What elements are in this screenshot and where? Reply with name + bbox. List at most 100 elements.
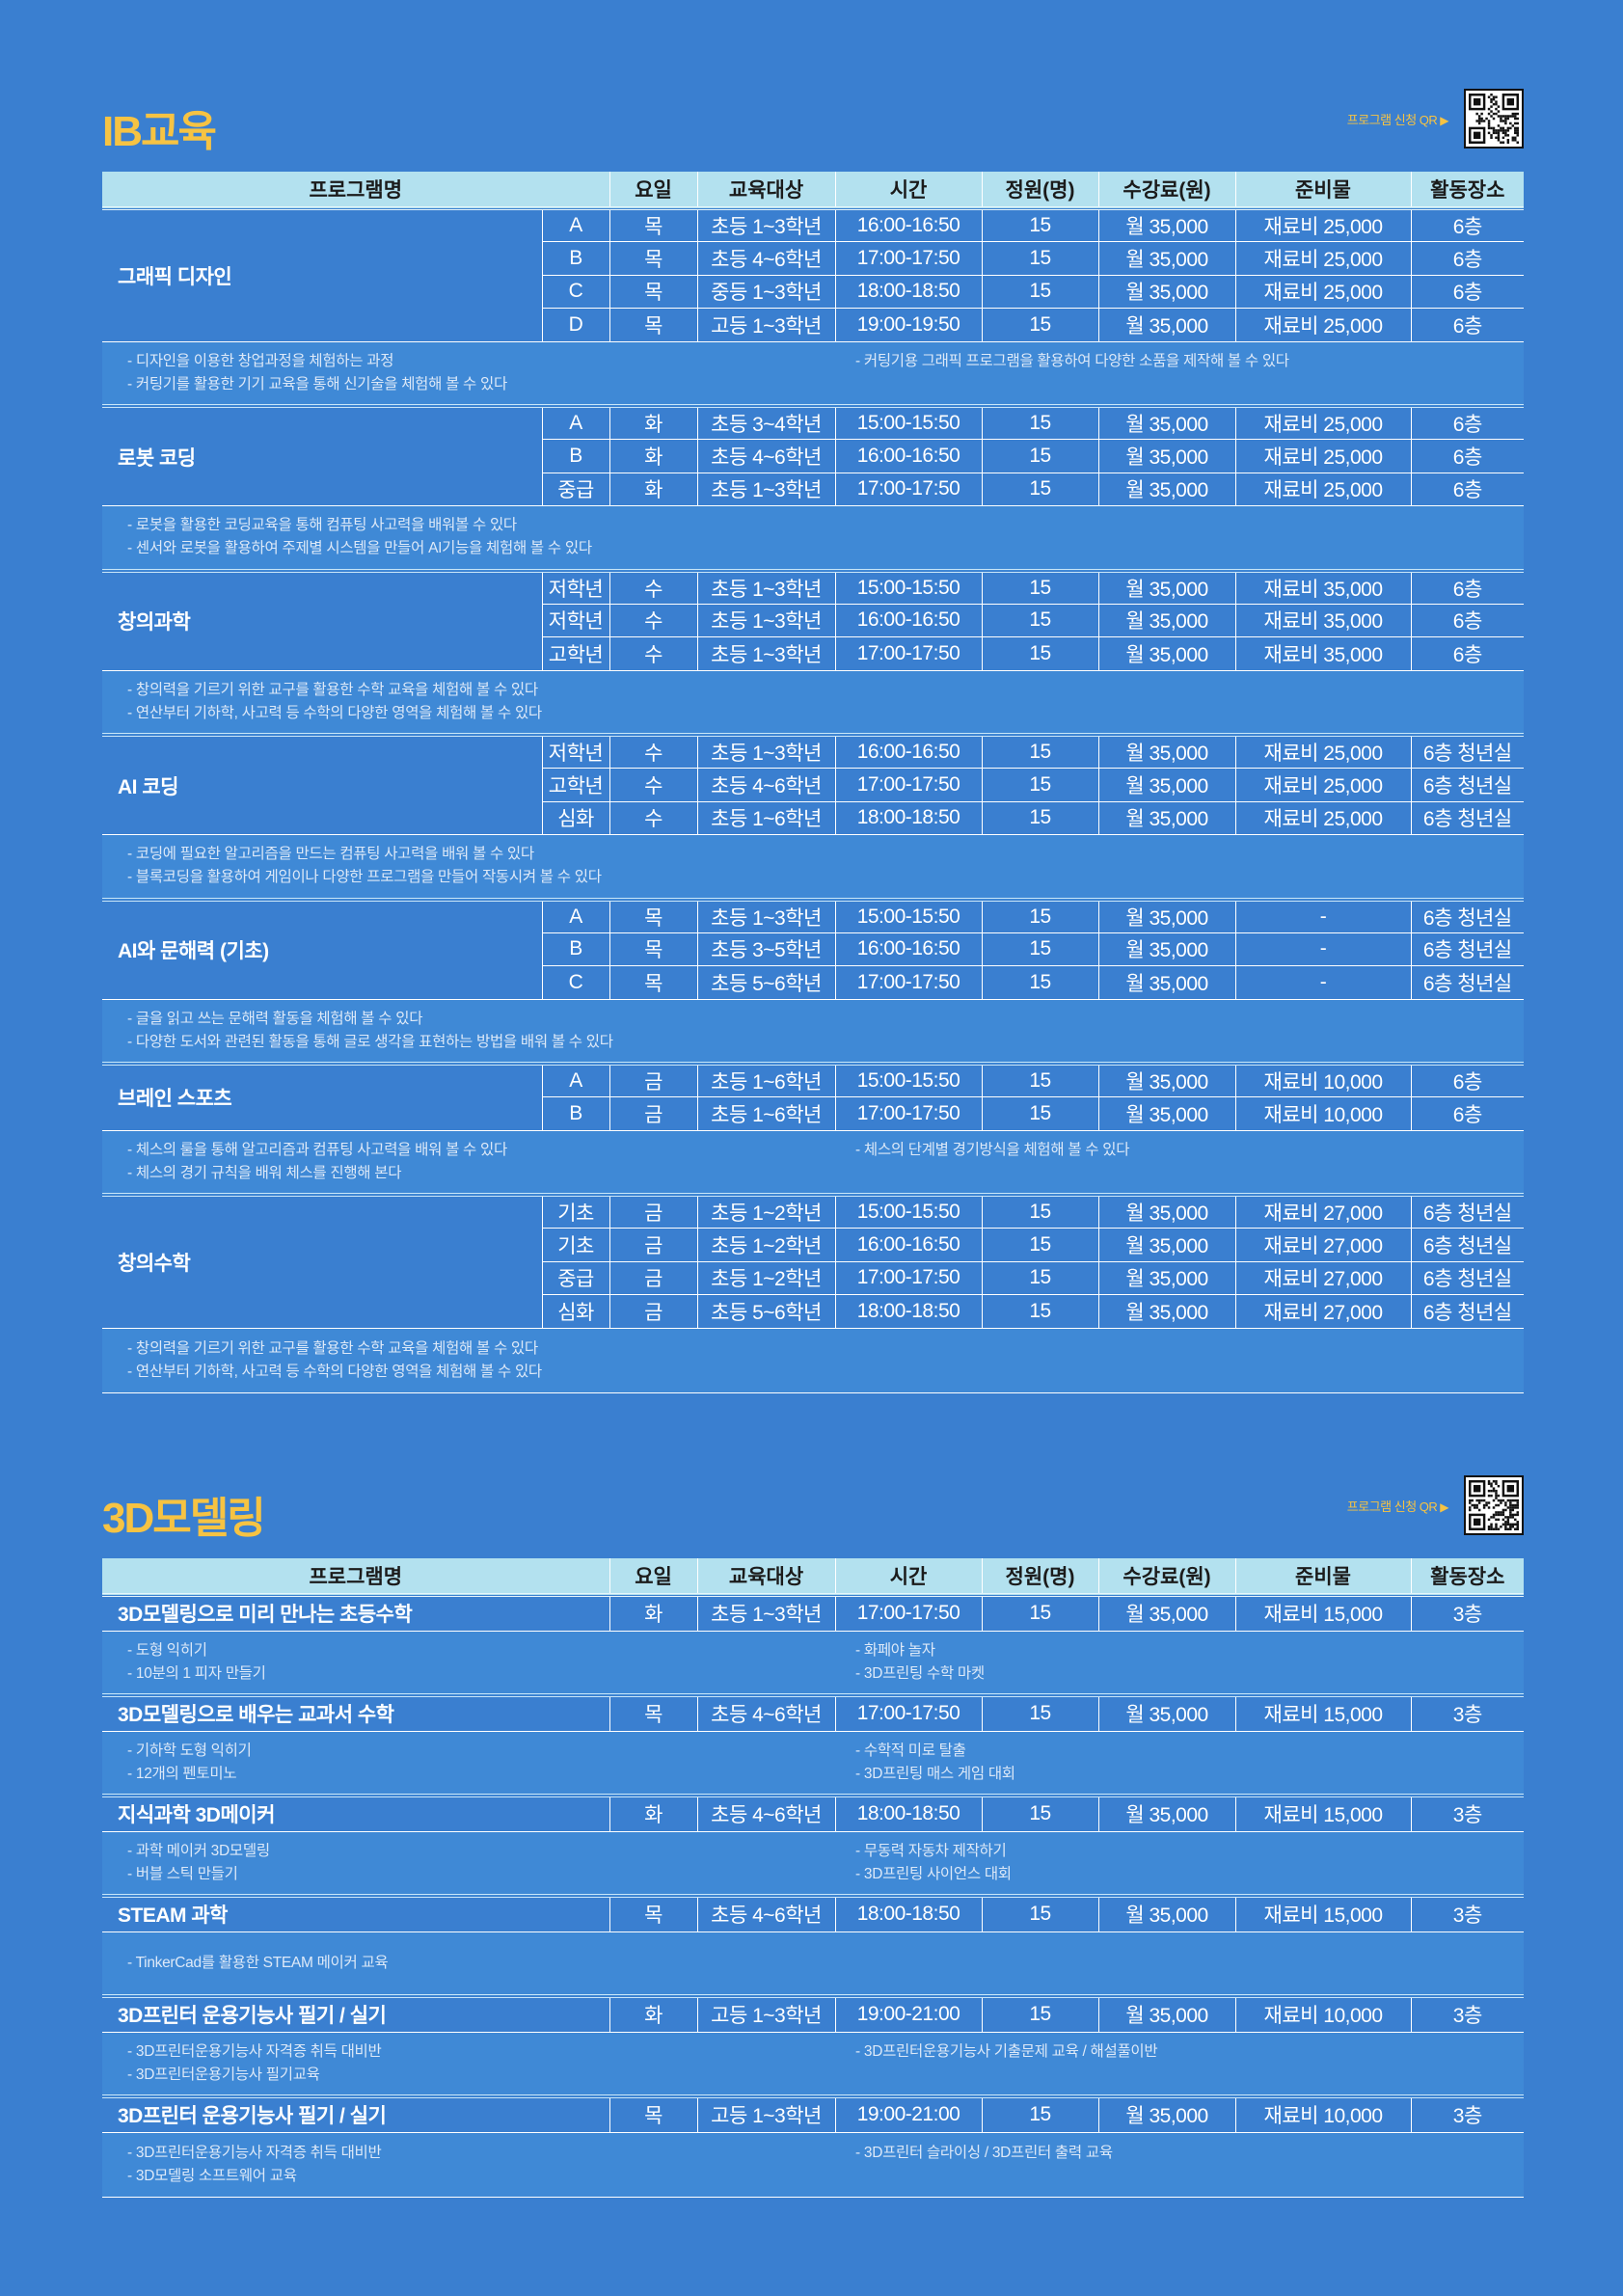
place-cell: 6층 청년실 [1410, 1294, 1525, 1329]
time-cell: 18:00-18:50 [834, 801, 983, 835]
description-line: - 화페야 놀자 [855, 1641, 935, 1659]
capacity-cell: 15 [981, 1894, 1099, 1932]
day-cell: 금 [609, 1261, 698, 1295]
capacity-cell: 15 [981, 1693, 1099, 1732]
capacity-cell: 15 [981, 568, 1099, 605]
place-cell: 6층 [1410, 1096, 1525, 1131]
target-cell: 초등 5~6학년 [696, 1294, 836, 1329]
class-level-cell: 심화 [541, 801, 610, 835]
target-cell: 고등 1~3학년 [696, 1994, 836, 2033]
qr-link[interactable]: 프로그램 신청 QR ▶ [1347, 1475, 1524, 1535]
fee-cell: 월 35,000 [1097, 768, 1236, 802]
description-columns: - 3D프린터운용기능사 자격증 취득 대비반 - 3D프린터운용기능사 필기교육… [127, 2040, 1524, 2087]
description-row: - TinkerCad를 활용한 STEAM 메이커 교육 [102, 1931, 1525, 1997]
capacity-cell: 15 [981, 208, 1099, 242]
capacity-cell: 15 [981, 1994, 1099, 2033]
description-line: - 3D프린터운용기능사 자격증 취득 대비반 [127, 2144, 382, 2161]
fee-cell: 월 35,000 [1097, 275, 1236, 309]
description-cell: - 코딩에 필요한 알고리즘을 만드는 컴퓨팅 사고력을 배워 볼 수 있다 - … [102, 834, 1525, 900]
qr-link[interactable]: 프로그램 신청 QR ▶ [1347, 89, 1524, 149]
capacity-cell: 15 [981, 404, 1099, 440]
capacity-cell: 15 [981, 2094, 1099, 2133]
place-cell: 6층 청년실 [1410, 1261, 1525, 1295]
description-line: - 체스의 룰을 통해 알고리즘과 컴퓨팅 사고력을 배워 볼 수 있다 [127, 1141, 507, 1158]
class-level-cell: A [541, 897, 610, 933]
capacity-cell: 15 [981, 801, 1099, 835]
qr-code-icon[interactable] [1464, 89, 1524, 149]
place-cell: 3층 [1410, 1794, 1525, 1832]
description-cell: - 창의력을 기르기 위한 교구를 활용한 수학 교육을 체험해 볼 수 있다 -… [102, 670, 1525, 736]
material-cell: 재료비 15,000 [1234, 1693, 1412, 1732]
qr-code-icon[interactable] [1464, 1475, 1524, 1535]
time-cell: 16:00-16:50 [834, 733, 983, 769]
target-cell: 초등 1~3학년 [696, 1595, 836, 1632]
table-row: 브레인 스포츠 A 금 초등 1~6학년 15:00-15:50 15 월 35,000 재료… [102, 1062, 1525, 1131]
description-line: - 3D프린팅 사이언스 대회 [855, 1865, 1012, 1882]
time-cell: 18:00-18:50 [834, 1894, 983, 1932]
table-row: B 목 초등 3~5학년 16:00-16:50 15 월 35,000-6층 청년실 [102, 932, 1525, 966]
desc-left: - 로봇을 활용한 코딩교육을 통해 컴퓨팅 사고력을 배워볼 수 있다 - 센서… [127, 514, 855, 560]
place-cell: 3층 [1410, 2094, 1525, 2133]
capacity-cell: 15 [981, 439, 1099, 473]
class-level-cell: 저학년 [541, 604, 610, 637]
header-row: 프로그램명 요일 교육대상 시간 정원(명) 수강료(원) 준비물 활동장소 [102, 172, 1525, 210]
description-line: - 연산부터 기하학, 사고력 등 수학의 다양한 영역을 체험해 볼 수 있다 [127, 1363, 542, 1380]
header-3: 시간 [834, 1558, 983, 1597]
time-cell: 15:00-15:50 [834, 404, 983, 440]
place-cell: 6층 [1410, 473, 1525, 506]
day-cell: 화 [609, 439, 698, 473]
time-cell: 15:00-15:50 [834, 1193, 983, 1229]
desc-right [855, 514, 1511, 560]
desc-left: - 창의력을 기르기 위한 교구를 활용한 수학 교육을 체험해 볼 수 있다 -… [127, 679, 855, 725]
description-line: - 3D프린터운용기능사 기출문제 교육 / 해설풀이반 [855, 2042, 1158, 2060]
table-row: B 화 초등 4~6학년 16:00-16:50 15 월 35,000 재료비 25,00… [102, 439, 1525, 473]
description-line: - 3D모델링 소프트웨어 교육 [127, 2167, 297, 2184]
capacity-cell: 15 [981, 733, 1099, 769]
table-row: 창의과학 저학년 수 초등 1~3학년 15:00-15:50 15 월 35,000 재료비… [102, 568, 1525, 671]
target-cell: 초등 1~3학년 [696, 636, 836, 671]
target-cell: 초등 1~2학년 [696, 1193, 836, 1229]
material-cell: 재료비 25,000 [1234, 733, 1412, 769]
table-row: B 금 초등 1~6학년 17:00-17:50 15 월 35,000 재료비 10,00… [102, 1096, 1525, 1131]
description-line: - 로봇을 활용한 코딩교육을 통해 컴퓨팅 사고력을 배워볼 수 있다 [127, 517, 517, 534]
capacity-cell: 15 [981, 1595, 1099, 1632]
program-name: 3D프린터 운용기능사 필기 / 실기 [102, 1994, 610, 2033]
program-name: AI 코딩 [102, 733, 542, 835]
material-cell: 재료비 25,000 [1234, 473, 1412, 506]
target-cell: 초등 1~3학년 [696, 604, 836, 637]
day-cell: 수 [609, 568, 698, 605]
description-line: - 창의력을 기르기 위한 교구를 활용한 수학 교육을 체험해 볼 수 있다 [127, 681, 538, 698]
description-row: - 도형 익히기 - 10분의 1 피자 만들기 - 화페야 놀자 - 3D프린팅 수… [102, 1631, 1525, 1696]
target-cell: 고등 1~3학년 [696, 2094, 836, 2133]
day-cell: 목 [609, 275, 698, 309]
header-2: 교육대상 [696, 1558, 836, 1597]
description-line: - 버블 스틱 만들기 [127, 1865, 238, 1882]
material-cell: 재료비 27,000 [1234, 1228, 1412, 1262]
day-cell: 화 [609, 1595, 698, 1632]
desc-left: - 창의력을 기르기 위한 교구를 활용한 수학 교육을 체험해 볼 수 있다 -… [127, 1337, 855, 1384]
capacity-cell: 15 [981, 1193, 1099, 1229]
time-cell: 16:00-16:50 [834, 208, 983, 242]
description-row: - 과학 메이커 3D모델링 - 버블 스틱 만들기 - 무동력 자동차 제작하기 -… [102, 1831, 1525, 1897]
time-cell: 18:00-18:50 [834, 275, 983, 309]
description-columns: - 창의력을 기르기 위한 교구를 활용한 수학 교육을 체험해 볼 수 있다 -… [127, 679, 1524, 725]
fee-cell: 월 35,000 [1097, 1228, 1236, 1262]
time-cell: 17:00-17:50 [834, 473, 983, 506]
fee-cell: 월 35,000 [1097, 208, 1236, 242]
class-level-cell: 고학년 [541, 768, 610, 802]
time-cell: 16:00-16:50 [834, 439, 983, 473]
class-level-cell: B [541, 241, 610, 276]
target-cell: 초등 4~6학년 [696, 768, 836, 802]
place-cell: 6층 [1410, 275, 1525, 309]
place-cell: 3층 [1410, 1994, 1525, 2033]
play-arrow-icon: ▶ [1440, 1499, 1448, 1514]
day-cell: 수 [609, 733, 698, 769]
table-row: AI 코딩 저학년 수 초등 1~3학년 16:00-16:50 15 월 35,000 재료… [102, 733, 1525, 835]
description-columns: - 기하학 도형 익히기 - 12개의 펜토미노 - 수학적 미로 탈출 - 3D프린… [127, 1740, 1524, 1786]
target-cell: 초등 4~6학년 [696, 1794, 836, 1832]
day-cell: 목 [609, 965, 698, 1000]
table-row: STEAM 과학 목 초등 4~6학년 18:00-18:50 15 월 35,000 재료… [102, 1894, 1525, 1932]
table-row: 3D모델링으로 미리 만나는 초등수학 화 초등 1~3학년 17:00-17:50 1… [102, 1595, 1525, 1632]
play-arrow-icon: ▶ [1440, 113, 1448, 127]
place-cell: 6층 [1410, 241, 1525, 276]
